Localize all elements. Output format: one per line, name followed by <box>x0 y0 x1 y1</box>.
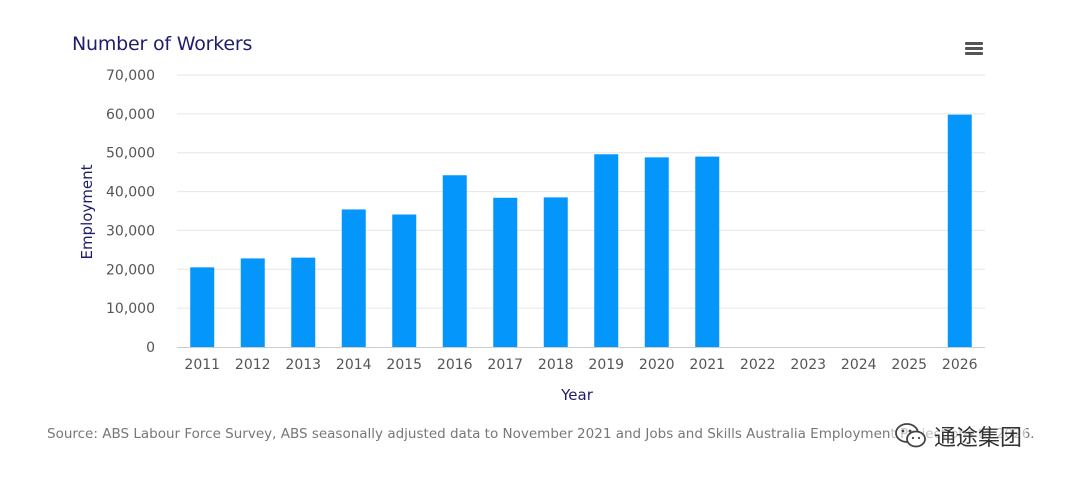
x-axis-label: Year <box>560 386 594 404</box>
bar-2019[interactable] <box>594 154 619 347</box>
bar-2018[interactable] <box>543 197 568 347</box>
x-tick-label: 2012 <box>235 357 271 373</box>
bar-2021[interactable] <box>695 156 720 347</box>
x-tick-label: 2016 <box>437 357 473 373</box>
x-tick-label: 2013 <box>285 357 321 373</box>
bar-chart: 0 10,000 20,000 30,000 40,000 50,000 60,000 70,… <box>78 68 985 404</box>
watermark: 通途集团 <box>890 420 1027 452</box>
x-tick-label: 2020 <box>639 357 675 373</box>
y-tick-label: 20,000 <box>106 262 155 278</box>
source-note: Source: ABS Labour Force Survey, ABS sea… <box>47 426 1035 442</box>
bar-2015[interactable] <box>392 214 417 347</box>
bar-2014[interactable] <box>341 209 366 347</box>
x-tick-label: 2024 <box>841 357 877 373</box>
bars <box>190 114 972 348</box>
x-tick-label: 2015 <box>386 357 422 373</box>
watermark-text: 通途集团 <box>934 426 1023 451</box>
bar-2020[interactable] <box>644 157 669 347</box>
y-tick-label: 10,000 <box>106 301 155 317</box>
y-tick-label: 70,000 <box>106 68 155 84</box>
bar-2016[interactable] <box>442 175 467 347</box>
x-tick-label: 2011 <box>184 357 220 373</box>
x-tick-label: 2023 <box>790 357 826 373</box>
y-tick-label: 30,000 <box>106 223 155 239</box>
x-tick-label: 2025 <box>891 357 927 373</box>
x-tick-label: 2018 <box>538 357 574 373</box>
x-tick-label: 2022 <box>740 357 776 373</box>
bar-2011[interactable] <box>190 267 215 347</box>
hamburger-menu-icon[interactable] <box>962 40 986 60</box>
x-tick-label: 2017 <box>487 357 523 373</box>
y-tick-label: 0 <box>146 340 155 356</box>
bar-2012[interactable] <box>240 258 265 347</box>
wechat-icon <box>895 423 926 448</box>
y-tick-label: 50,000 <box>106 146 155 162</box>
chart-title: Number of Workers <box>72 33 253 55</box>
bar-2013[interactable] <box>291 257 316 347</box>
y-axis-ticks: 0 10,000 20,000 30,000 40,000 50,000 60,000 70,… <box>106 68 155 356</box>
y-axis-label: Employment <box>78 164 96 259</box>
y-tick-label: 60,000 <box>106 107 155 123</box>
bar-2017[interactable] <box>493 197 518 347</box>
x-tick-label: 2019 <box>588 357 624 373</box>
x-tick-label: 2021 <box>689 357 725 373</box>
x-axis-ticks: 2011 2012 2013 2014 2015 2016 2017 2018 2019 2020… <box>184 357 977 373</box>
y-tick-label: 40,000 <box>106 185 155 201</box>
gridlines <box>177 74 985 309</box>
x-tick-label: 2014 <box>336 357 372 373</box>
x-tick-label: 2026 <box>942 357 978 373</box>
bar-2026[interactable] <box>947 114 972 348</box>
